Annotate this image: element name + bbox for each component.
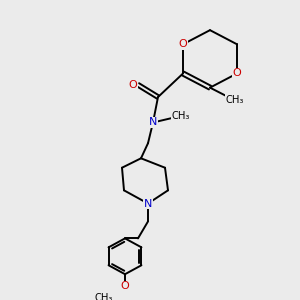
Text: CH₃: CH₃	[172, 111, 190, 121]
Text: N: N	[144, 199, 152, 208]
Text: O: O	[232, 68, 242, 79]
Text: CH₃: CH₃	[226, 95, 244, 105]
Text: O: O	[121, 281, 129, 291]
Text: O: O	[178, 39, 188, 49]
Text: O: O	[129, 80, 137, 90]
Text: CH₃: CH₃	[95, 293, 113, 300]
Text: N: N	[149, 118, 157, 128]
